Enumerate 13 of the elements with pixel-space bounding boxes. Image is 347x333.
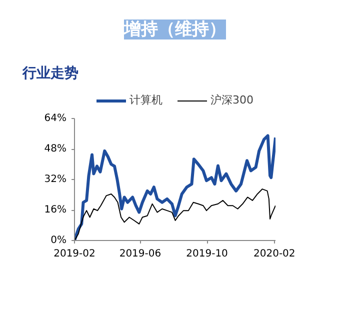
chart-subtitle: 行业走势 xyxy=(22,66,78,82)
y-tick-label: 64% xyxy=(44,113,67,124)
y-tick-label: 32% xyxy=(44,174,67,185)
x-tick-label: 2020-02 xyxy=(254,248,296,260)
legend-label: 沪深300 xyxy=(210,92,254,108)
y-tick-label: 16% xyxy=(44,204,67,216)
y-tick-label: 0% xyxy=(50,235,67,246)
chart-title: 增持（维持） xyxy=(123,20,226,40)
y-tick-label: 48% xyxy=(44,144,67,154)
legend-label: 计算机 xyxy=(130,92,162,108)
x-tick-label: 2019-06 xyxy=(119,248,162,260)
x-tick-label: 2019-02 xyxy=(54,248,96,260)
x-tick-label: 2019-10 xyxy=(186,248,228,260)
